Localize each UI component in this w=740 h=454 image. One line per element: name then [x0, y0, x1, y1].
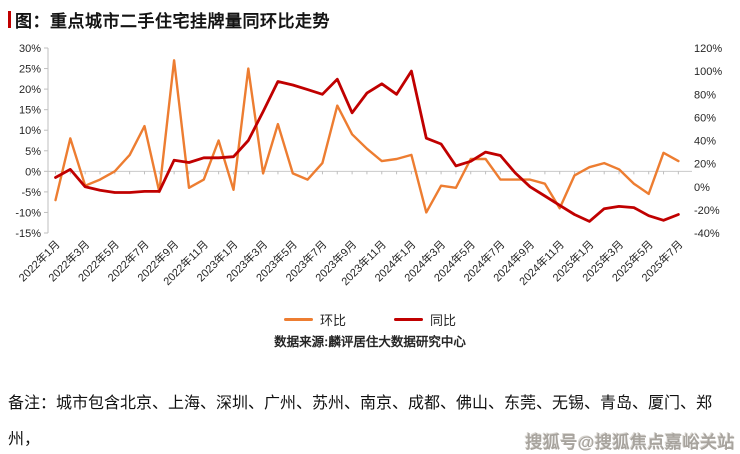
- watermark-text: 搜狐号@搜狐焦点嘉峪关站: [525, 433, 735, 452]
- svg-text:-40%: -40%: [694, 228, 720, 240]
- legend-label-huanbi: 环比: [319, 313, 346, 328]
- svg-text:0%: 0%: [25, 166, 41, 178]
- figure-title-row: 图：重点城市二手住宅挂牌量同环比走势: [8, 7, 330, 32]
- svg-text:20%: 20%: [19, 84, 41, 96]
- svg-text:10%: 10%: [19, 125, 41, 137]
- svg-text:25%: 25%: [19, 64, 41, 76]
- svg-text:120%: 120%: [694, 43, 722, 55]
- title-accent-bar: [8, 11, 11, 28]
- legend-item-huanbi: 环比: [283, 310, 346, 329]
- chart-legend: 环比 同比: [0, 310, 740, 329]
- line-chart: 30% 25% 20% 15% 10% 5% 0% -5% -10% -15% 120% 100% 80…: [15, 43, 722, 288]
- svg-text:-5%: -5%: [21, 187, 41, 199]
- legend-label-tongbi: 同比: [430, 313, 457, 328]
- figure-title: 图：重点城市二手住宅挂牌量同环比走势: [15, 12, 330, 31]
- svg-text:-20%: -20%: [694, 205, 720, 217]
- svg-text:30%: 30%: [19, 43, 41, 55]
- svg-text:15%: 15%: [19, 105, 41, 117]
- footnote-line-1: 备注：城市包含北京、上海、深圳、广州、苏州、南京、成都、佛山、东莞、无锡、青岛、…: [8, 395, 713, 448]
- svg-text:-10%: -10%: [15, 207, 41, 219]
- svg-text:5%: 5%: [25, 146, 41, 158]
- tongbi-line-swatch: [394, 318, 423, 321]
- legend-item-tongbi: 同比: [394, 310, 456, 329]
- huanbi-line-swatch: [283, 318, 313, 321]
- svg-text:80%: 80%: [694, 89, 716, 101]
- svg-text:100%: 100%: [694, 66, 722, 78]
- data-source-caption: 数据来源:麟评居住大数据研究中心: [274, 335, 466, 349]
- svg-text:20%: 20%: [694, 159, 716, 171]
- svg-text:0%: 0%: [694, 182, 710, 194]
- svg-text:40%: 40%: [694, 136, 716, 148]
- svg-text:-15%: -15%: [15, 228, 41, 240]
- svg-text:60%: 60%: [694, 112, 716, 124]
- figure-footnotes: 备注：城市包含北京、上海、深圳、广州、苏州、南京、成都、佛山、东莞、无锡、青岛、…: [8, 386, 732, 454]
